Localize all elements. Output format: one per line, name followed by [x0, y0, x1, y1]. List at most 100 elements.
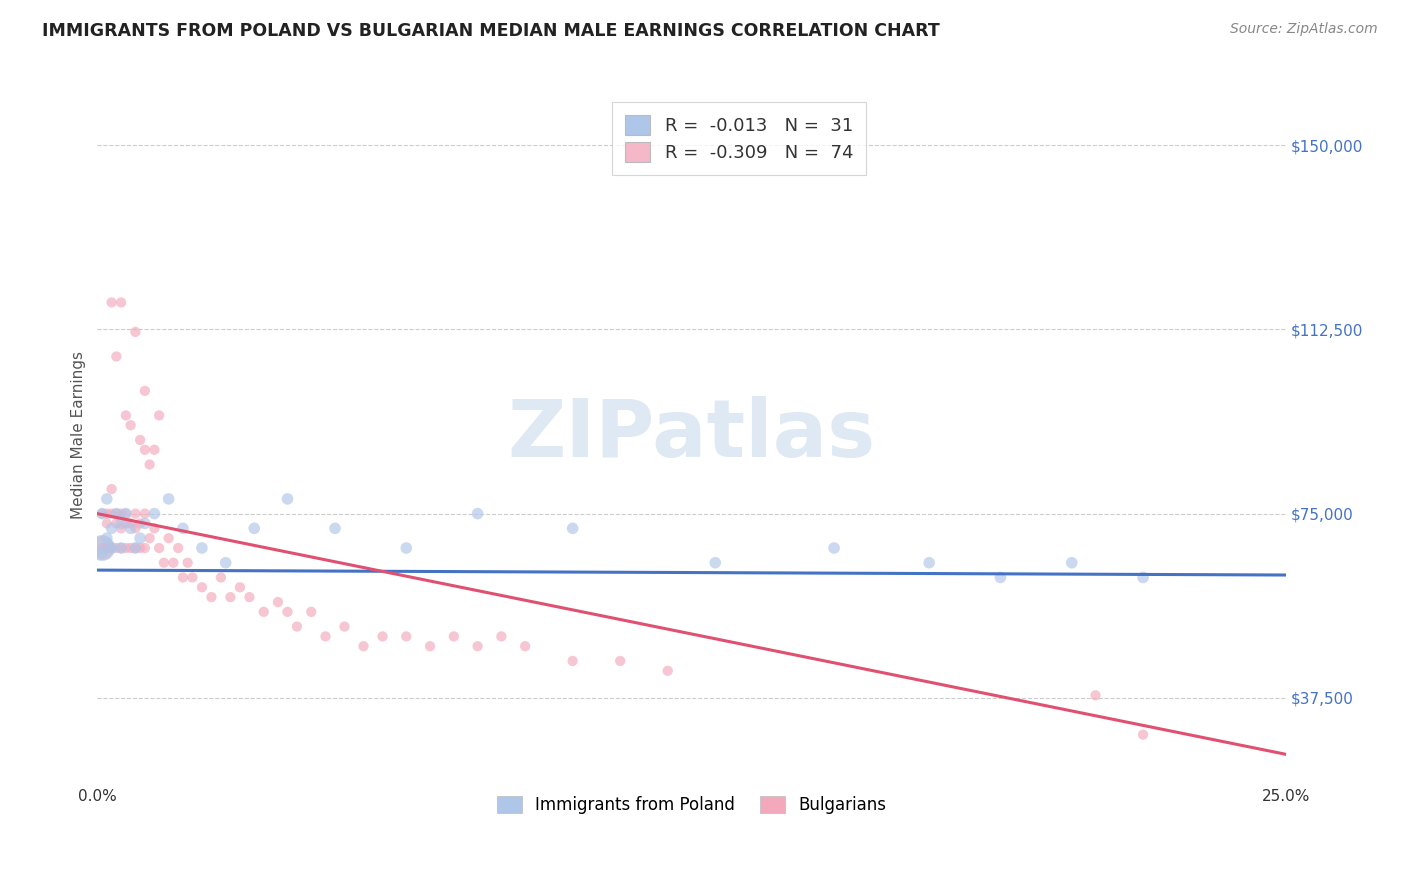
Point — [561, 521, 583, 535]
Point — [100, 521, 122, 535]
Point — [191, 541, 214, 555]
Point — [276, 491, 298, 506]
Point — [1084, 689, 1107, 703]
Point — [148, 409, 170, 423]
Point — [96, 541, 118, 555]
Point — [129, 433, 152, 447]
Point — [115, 507, 138, 521]
Point — [1132, 728, 1154, 742]
Point — [1060, 556, 1083, 570]
Point — [148, 541, 170, 555]
Y-axis label: Median Male Earnings: Median Male Earnings — [72, 351, 86, 519]
Point — [96, 516, 118, 531]
Point — [100, 482, 122, 496]
Point — [153, 556, 176, 570]
Point — [209, 570, 232, 584]
Point — [176, 556, 198, 570]
Point — [395, 541, 418, 555]
Point — [353, 639, 375, 653]
Point — [172, 521, 194, 535]
Point — [215, 556, 238, 570]
Point — [115, 409, 138, 423]
Point — [134, 516, 156, 531]
Point — [143, 442, 166, 457]
Point — [124, 325, 146, 339]
Point — [110, 507, 132, 521]
Point — [129, 541, 152, 555]
Point — [243, 521, 266, 535]
Point — [143, 521, 166, 535]
Point — [105, 516, 128, 531]
Point — [100, 541, 122, 555]
Point — [276, 605, 298, 619]
Point — [105, 350, 128, 364]
Point — [129, 531, 152, 545]
Point — [134, 507, 156, 521]
Point — [1132, 570, 1154, 584]
Point — [129, 516, 152, 531]
Point — [138, 458, 160, 472]
Point — [105, 507, 128, 521]
Point — [110, 541, 132, 555]
Point — [100, 507, 122, 521]
Point — [157, 491, 180, 506]
Point — [315, 629, 337, 643]
Legend: Immigrants from Poland, Bulgarians: Immigrants from Poland, Bulgarians — [486, 786, 896, 824]
Point — [823, 541, 845, 555]
Point — [100, 295, 122, 310]
Point — [467, 507, 489, 521]
Point — [115, 516, 138, 531]
Point — [143, 507, 166, 521]
Point — [96, 531, 118, 545]
Point — [395, 629, 418, 643]
Point — [657, 664, 679, 678]
Point — [609, 654, 631, 668]
Point — [467, 639, 489, 653]
Point — [110, 541, 132, 555]
Point — [229, 580, 252, 594]
Point — [704, 556, 727, 570]
Point — [120, 516, 142, 531]
Point — [91, 546, 114, 560]
Point — [134, 442, 156, 457]
Point — [191, 580, 214, 594]
Point — [918, 556, 941, 570]
Point — [172, 570, 194, 584]
Point — [91, 541, 114, 555]
Point — [110, 295, 132, 310]
Point — [91, 541, 114, 555]
Point — [181, 570, 204, 584]
Point — [105, 541, 128, 555]
Point — [561, 654, 583, 668]
Point — [299, 605, 322, 619]
Point — [491, 629, 513, 643]
Point — [419, 639, 441, 653]
Point — [115, 507, 138, 521]
Point — [200, 590, 222, 604]
Point — [990, 570, 1012, 584]
Point — [115, 541, 138, 555]
Point — [120, 418, 142, 433]
Point — [333, 619, 356, 633]
Point — [124, 541, 146, 555]
Point — [91, 507, 114, 521]
Point — [219, 590, 242, 604]
Point — [134, 384, 156, 398]
Point — [167, 541, 190, 555]
Point — [91, 541, 114, 555]
Text: ZIPatlas: ZIPatlas — [508, 396, 876, 474]
Point — [96, 507, 118, 521]
Point — [323, 521, 346, 535]
Point — [124, 507, 146, 521]
Point — [371, 629, 394, 643]
Text: IMMIGRANTS FROM POLAND VS BULGARIAN MEDIAN MALE EARNINGS CORRELATION CHART: IMMIGRANTS FROM POLAND VS BULGARIAN MEDI… — [42, 22, 941, 40]
Point — [253, 605, 276, 619]
Point — [110, 516, 132, 531]
Point — [238, 590, 260, 604]
Point — [91, 507, 114, 521]
Point — [157, 531, 180, 545]
Point — [513, 639, 536, 653]
Point — [134, 541, 156, 555]
Point — [443, 629, 465, 643]
Text: Source: ZipAtlas.com: Source: ZipAtlas.com — [1230, 22, 1378, 37]
